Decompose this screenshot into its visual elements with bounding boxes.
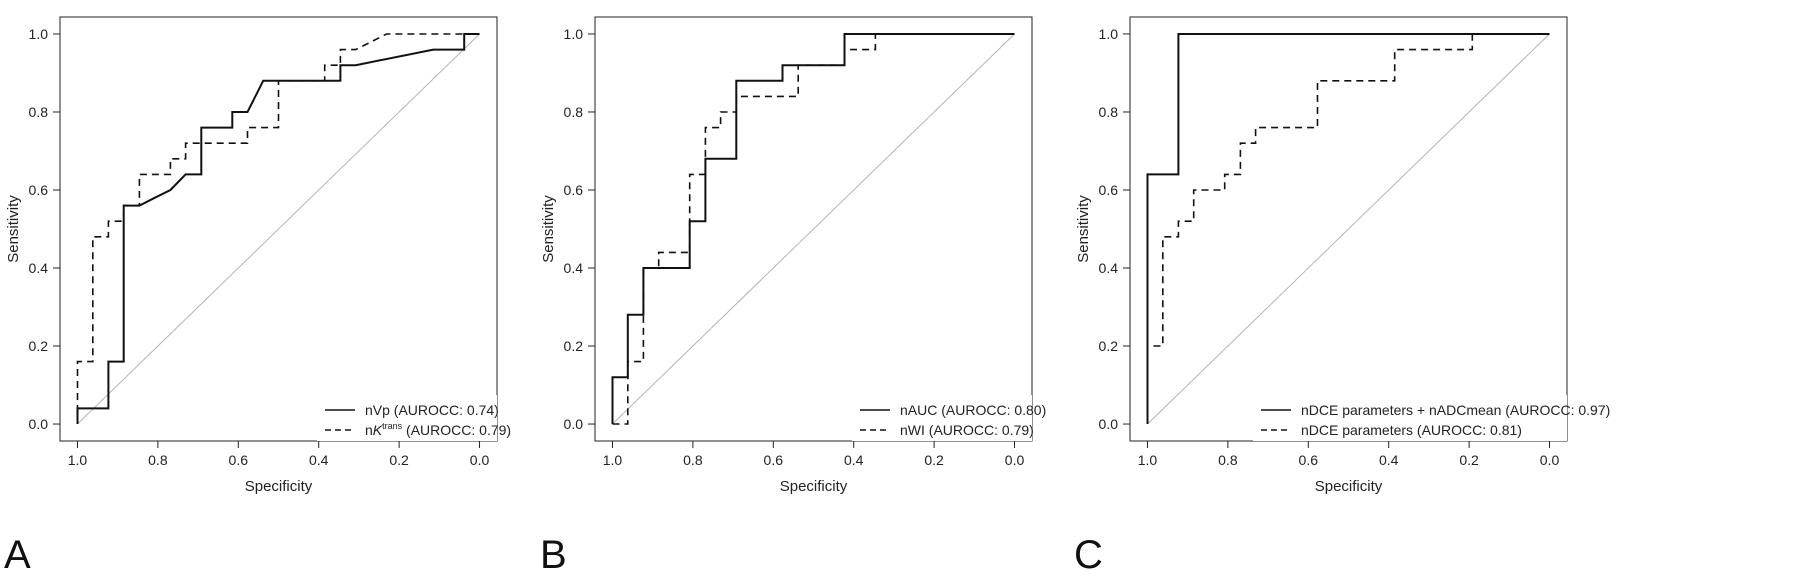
y-tick-label: 0.2 bbox=[1099, 338, 1119, 354]
y-axis-title: Sensitivity bbox=[5, 195, 22, 263]
x-tick-label: 0.4 bbox=[1379, 452, 1399, 468]
x-tick-label: 0.8 bbox=[1218, 452, 1238, 468]
legend-label: nAUC (AUROCC: 0.80) bbox=[900, 402, 1046, 418]
x-axis-title: Specificity bbox=[780, 478, 848, 495]
x-tick-label: 0.8 bbox=[148, 452, 168, 468]
x-tick-label: 0.0 bbox=[470, 452, 490, 468]
panel-letter: A bbox=[4, 533, 31, 577]
x-tick-label: 0.8 bbox=[683, 452, 703, 468]
roc-curve-solid bbox=[1146, 33, 1550, 424]
y-tick-label: 0.2 bbox=[564, 338, 584, 354]
legend: nVp (AUROCC: 0.74) nKtrans (AUROCC: 0.79) bbox=[317, 395, 511, 441]
x-axis-title: Specificity bbox=[245, 478, 313, 495]
roc-panel-a: 1.0 0.8 0.6 0.4 0.2 0.0 0.0 0.2 0.4 0.6 0.8 1.0 Spec… bbox=[4, 16, 511, 577]
y-tick-label: 0.6 bbox=[1099, 182, 1119, 198]
roc-panel-c: 1.0 0.8 0.6 0.4 0.2 0.0 0.0 0.2 0.4 0.6 0.8 1.0 Spec… bbox=[1074, 16, 1610, 577]
reference-diagonal bbox=[612, 33, 1015, 425]
reference-diagonal bbox=[77, 33, 480, 425]
roc-curve-solid bbox=[76, 33, 480, 424]
legend: nDCE parameters + nADCmean (AUROCC: 0.97… bbox=[1253, 395, 1610, 441]
x-tick-label: 0.2 bbox=[924, 452, 944, 468]
legend-label: nWI (AUROCC: 0.79) bbox=[900, 422, 1034, 438]
y-tick-label: 0.8 bbox=[564, 104, 584, 120]
plot-frame bbox=[594, 16, 1033, 442]
reference-diagonal bbox=[1147, 33, 1550, 425]
legend-label: nVp (AUROCC: 0.74) bbox=[365, 402, 499, 418]
y-tick-label: 0.0 bbox=[29, 416, 49, 432]
y-tick-label: 0.4 bbox=[564, 260, 584, 276]
x-tick-label: 0.6 bbox=[764, 452, 784, 468]
y-tick-label: 0.6 bbox=[29, 182, 49, 198]
x-tick-label: 0.0 bbox=[1005, 452, 1025, 468]
y-tick-label: 1.0 bbox=[564, 26, 584, 42]
legend-label: nKtrans (AUROCC: 0.79) bbox=[365, 421, 511, 438]
panel-letter: B bbox=[540, 533, 567, 577]
legend-background bbox=[1253, 395, 1567, 441]
roc-panel-b: 1.0 0.8 0.6 0.4 0.2 0.0 0.0 0.2 0.4 0.6 0.8 1.0 Spec… bbox=[540, 16, 1046, 577]
y-tick-label: 1.0 bbox=[1099, 26, 1119, 42]
y-tick-label: 0.8 bbox=[1099, 104, 1119, 120]
x-tick-label: 0.0 bbox=[1540, 452, 1560, 468]
y-tick-label: 0.0 bbox=[1099, 416, 1119, 432]
y-tick-label: 0.4 bbox=[29, 260, 49, 276]
x-tick-label: 0.4 bbox=[309, 452, 329, 468]
legend-background bbox=[852, 395, 1032, 441]
plot-frame bbox=[59, 16, 498, 442]
roc-curve-dashed bbox=[76, 33, 480, 424]
legend-label: nDCE parameters (AUROCC: 0.81) bbox=[1301, 422, 1522, 438]
y-tick-label: 0.2 bbox=[29, 338, 49, 354]
y-axis-title: Sensitivity bbox=[540, 195, 557, 263]
y-tick-label: 0.4 bbox=[1099, 260, 1119, 276]
x-tick-label: 1.0 bbox=[68, 452, 88, 468]
legend-label: nDCE parameters + nADCmean (AUROCC: 0.97… bbox=[1301, 402, 1610, 418]
x-tick-label: 0.6 bbox=[1299, 452, 1319, 468]
legend: nAUC (AUROCC: 0.80) nWI (AUROCC: 0.79) bbox=[852, 395, 1046, 441]
x-tick-label: 0.2 bbox=[1459, 452, 1479, 468]
legend-background bbox=[317, 395, 497, 441]
roc-curve-dashed bbox=[612, 33, 1015, 425]
y-axis-title: Sensitivity bbox=[1075, 195, 1092, 263]
roc-curve-dashed bbox=[1146, 33, 1550, 424]
x-tick-label: 0.2 bbox=[389, 452, 409, 468]
x-tick-label: 1.0 bbox=[1138, 452, 1158, 468]
roc-curve-solid bbox=[611, 33, 1015, 424]
x-tick-label: 1.0 bbox=[603, 452, 623, 468]
y-tick-label: 0.0 bbox=[564, 416, 584, 432]
y-tick-label: 0.8 bbox=[29, 104, 49, 120]
panel-letter: C bbox=[1074, 533, 1103, 577]
x-tick-label: 0.4 bbox=[844, 452, 864, 468]
y-tick-label: 1.0 bbox=[29, 26, 49, 42]
y-tick-label: 0.6 bbox=[564, 182, 584, 198]
x-axis-title: Specificity bbox=[1315, 478, 1383, 495]
x-tick-label: 0.6 bbox=[229, 452, 249, 468]
